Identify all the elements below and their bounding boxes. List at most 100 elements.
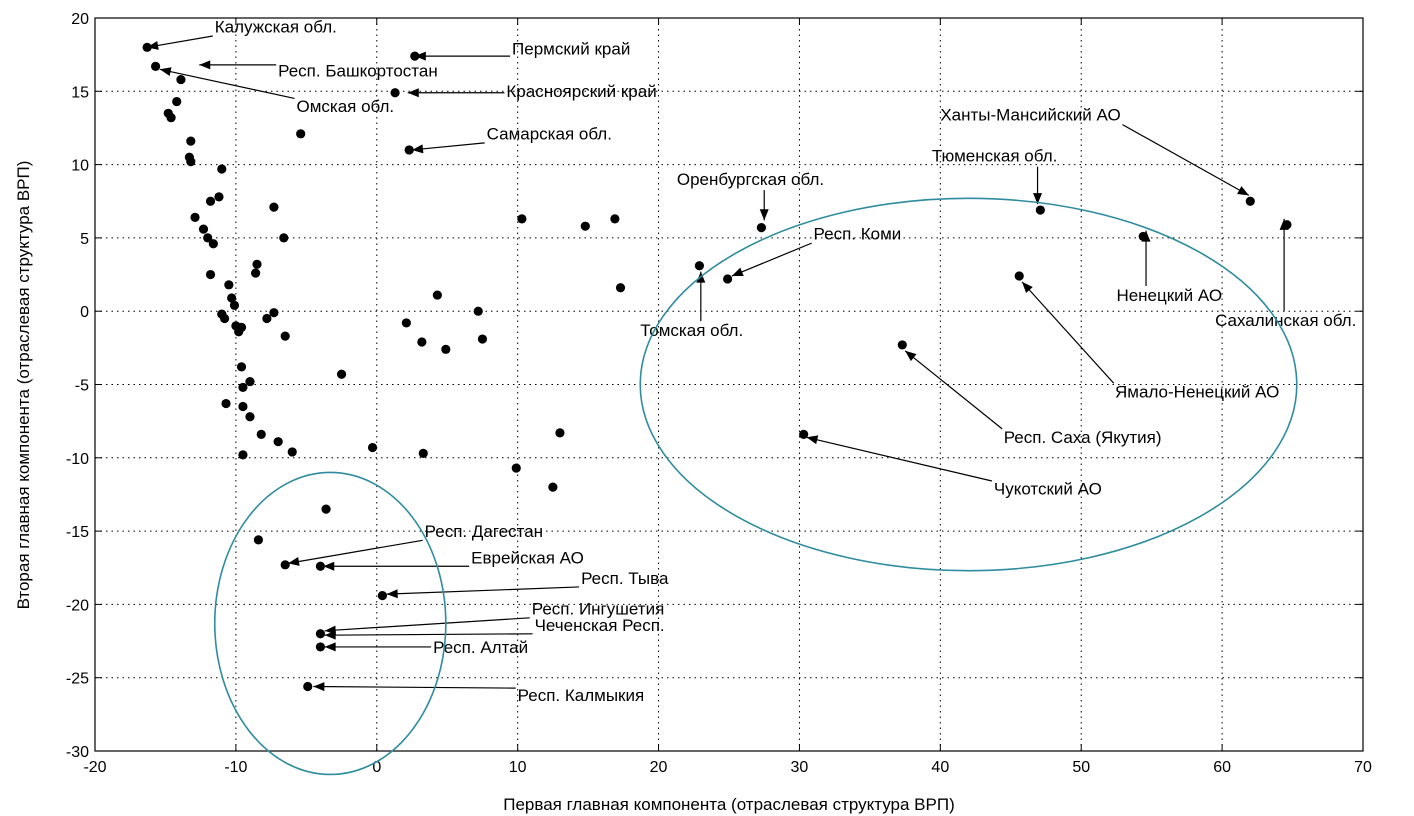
annotation: Сахалинская обл. [1215, 218, 1356, 330]
y-tick-label: -30 [66, 744, 89, 761]
annotation-label: Оренбургская обл. [677, 170, 824, 189]
annotation-label: Самарская обл. [487, 125, 612, 144]
data-point [1014, 271, 1024, 281]
data-point [441, 344, 451, 354]
arrow-head [1237, 186, 1249, 196]
annotation: Респ. Калмыкия [313, 682, 644, 705]
annotation-arrow [313, 685, 516, 689]
data-point [142, 42, 152, 52]
data-point [315, 561, 326, 571]
data-point [269, 202, 279, 212]
annotation-arrow [731, 242, 812, 277]
data-point [253, 535, 264, 545]
annotation-label: Ханты-Мансийский АО [940, 106, 1120, 125]
x-tick-label: 40 [931, 759, 949, 776]
annotation: Респ. Дагестан [287, 522, 543, 566]
annotation: Ханты-Мансийский АО [940, 106, 1250, 196]
cluster-ellipse [639, 197, 1298, 572]
data-point [227, 293, 237, 303]
annotation: Респ. Алтай [324, 638, 528, 657]
data-point [287, 447, 297, 457]
data-point [245, 412, 255, 422]
annotation: Ненецкий АО [1116, 230, 1222, 305]
annotation-arrow [287, 539, 423, 564]
x-tick-label: -10 [224, 759, 247, 776]
data-point [418, 448, 428, 459]
x-tick-label: 10 [509, 759, 527, 776]
data-point [214, 192, 224, 202]
annotation-label: Сахалинская обл. [1215, 311, 1356, 330]
data-point [256, 429, 266, 439]
data-point [198, 224, 209, 234]
arrow-head [199, 60, 211, 70]
data-point [511, 463, 521, 473]
y-tick-label: 15 [71, 84, 89, 101]
annotation-arrow [386, 586, 580, 595]
data-point [224, 280, 234, 290]
annotation-label: Ямало-Ненецкий АО [1115, 383, 1279, 402]
annotation: Омская обл. [159, 67, 394, 116]
data-point [205, 269, 216, 280]
data-point [190, 212, 200, 222]
data-point [186, 157, 196, 167]
cluster-ellipses [213, 197, 1298, 776]
data-point [417, 337, 427, 347]
data-point [477, 334, 488, 344]
arrow-head [324, 630, 336, 640]
arrow-head [407, 88, 419, 98]
data-point [296, 129, 306, 139]
data-point [221, 398, 231, 409]
data-point [279, 233, 289, 243]
x-tick-labels: -20 -10 0 10 20 30 40 50 60 70 [83, 759, 1372, 776]
annotation-label: Респ. Башкортостан [278, 62, 438, 81]
arrow-head [1033, 193, 1043, 205]
data-point [273, 437, 283, 447]
arrow-head [731, 267, 744, 277]
annotation-label: Калужская обл. [215, 18, 337, 37]
data-point [220, 313, 230, 324]
arrow-head [1022, 281, 1033, 294]
annotation: Еврейская АО [323, 548, 584, 571]
arrow-head [288, 557, 300, 566]
annotation-label: Тюменская обл. [932, 147, 1058, 166]
data-point [315, 642, 326, 652]
arrow-head [323, 561, 335, 571]
annotation: Пермский край [414, 40, 630, 61]
arrow-head [905, 350, 917, 362]
data-point [236, 362, 247, 372]
data-point [205, 196, 216, 206]
data-point [236, 322, 247, 332]
data-point [555, 428, 565, 438]
y-tick-label: 5 [80, 231, 89, 248]
data-point [367, 442, 378, 453]
annotation-label: Томская обл. [640, 321, 743, 340]
data-point [238, 450, 248, 460]
y-tick-label: 20 [71, 11, 89, 28]
annotation: Чеченская Респ. [324, 616, 665, 640]
data-point [176, 74, 186, 85]
annotation-arrow [904, 350, 1003, 430]
x-tick-label: 0 [372, 759, 381, 776]
annotation: Респ. Башкортостан [199, 60, 438, 81]
annotation-label: Красноярский край [506, 82, 656, 101]
arrow-head [159, 67, 172, 77]
data-point [799, 429, 809, 439]
data-point [336, 369, 347, 379]
annotation: Красноярский край [407, 82, 657, 101]
arrow-head [386, 589, 398, 599]
x-tick-label: 70 [1354, 759, 1372, 776]
data-points [142, 42, 1292, 692]
data-point [150, 61, 161, 71]
data-point [390, 88, 400, 98]
x-tick-label: 20 [650, 759, 668, 776]
data-point [1245, 196, 1255, 206]
data-point [610, 214, 620, 224]
data-point [172, 96, 182, 107]
annotation: Чукотский АО [806, 435, 1102, 498]
tick-marks [94, 17, 1364, 752]
data-point [432, 290, 442, 300]
y-tick-label: -10 [66, 451, 89, 468]
arrow-head [1141, 230, 1151, 242]
data-point [303, 681, 313, 692]
arrow-head [1279, 218, 1289, 230]
